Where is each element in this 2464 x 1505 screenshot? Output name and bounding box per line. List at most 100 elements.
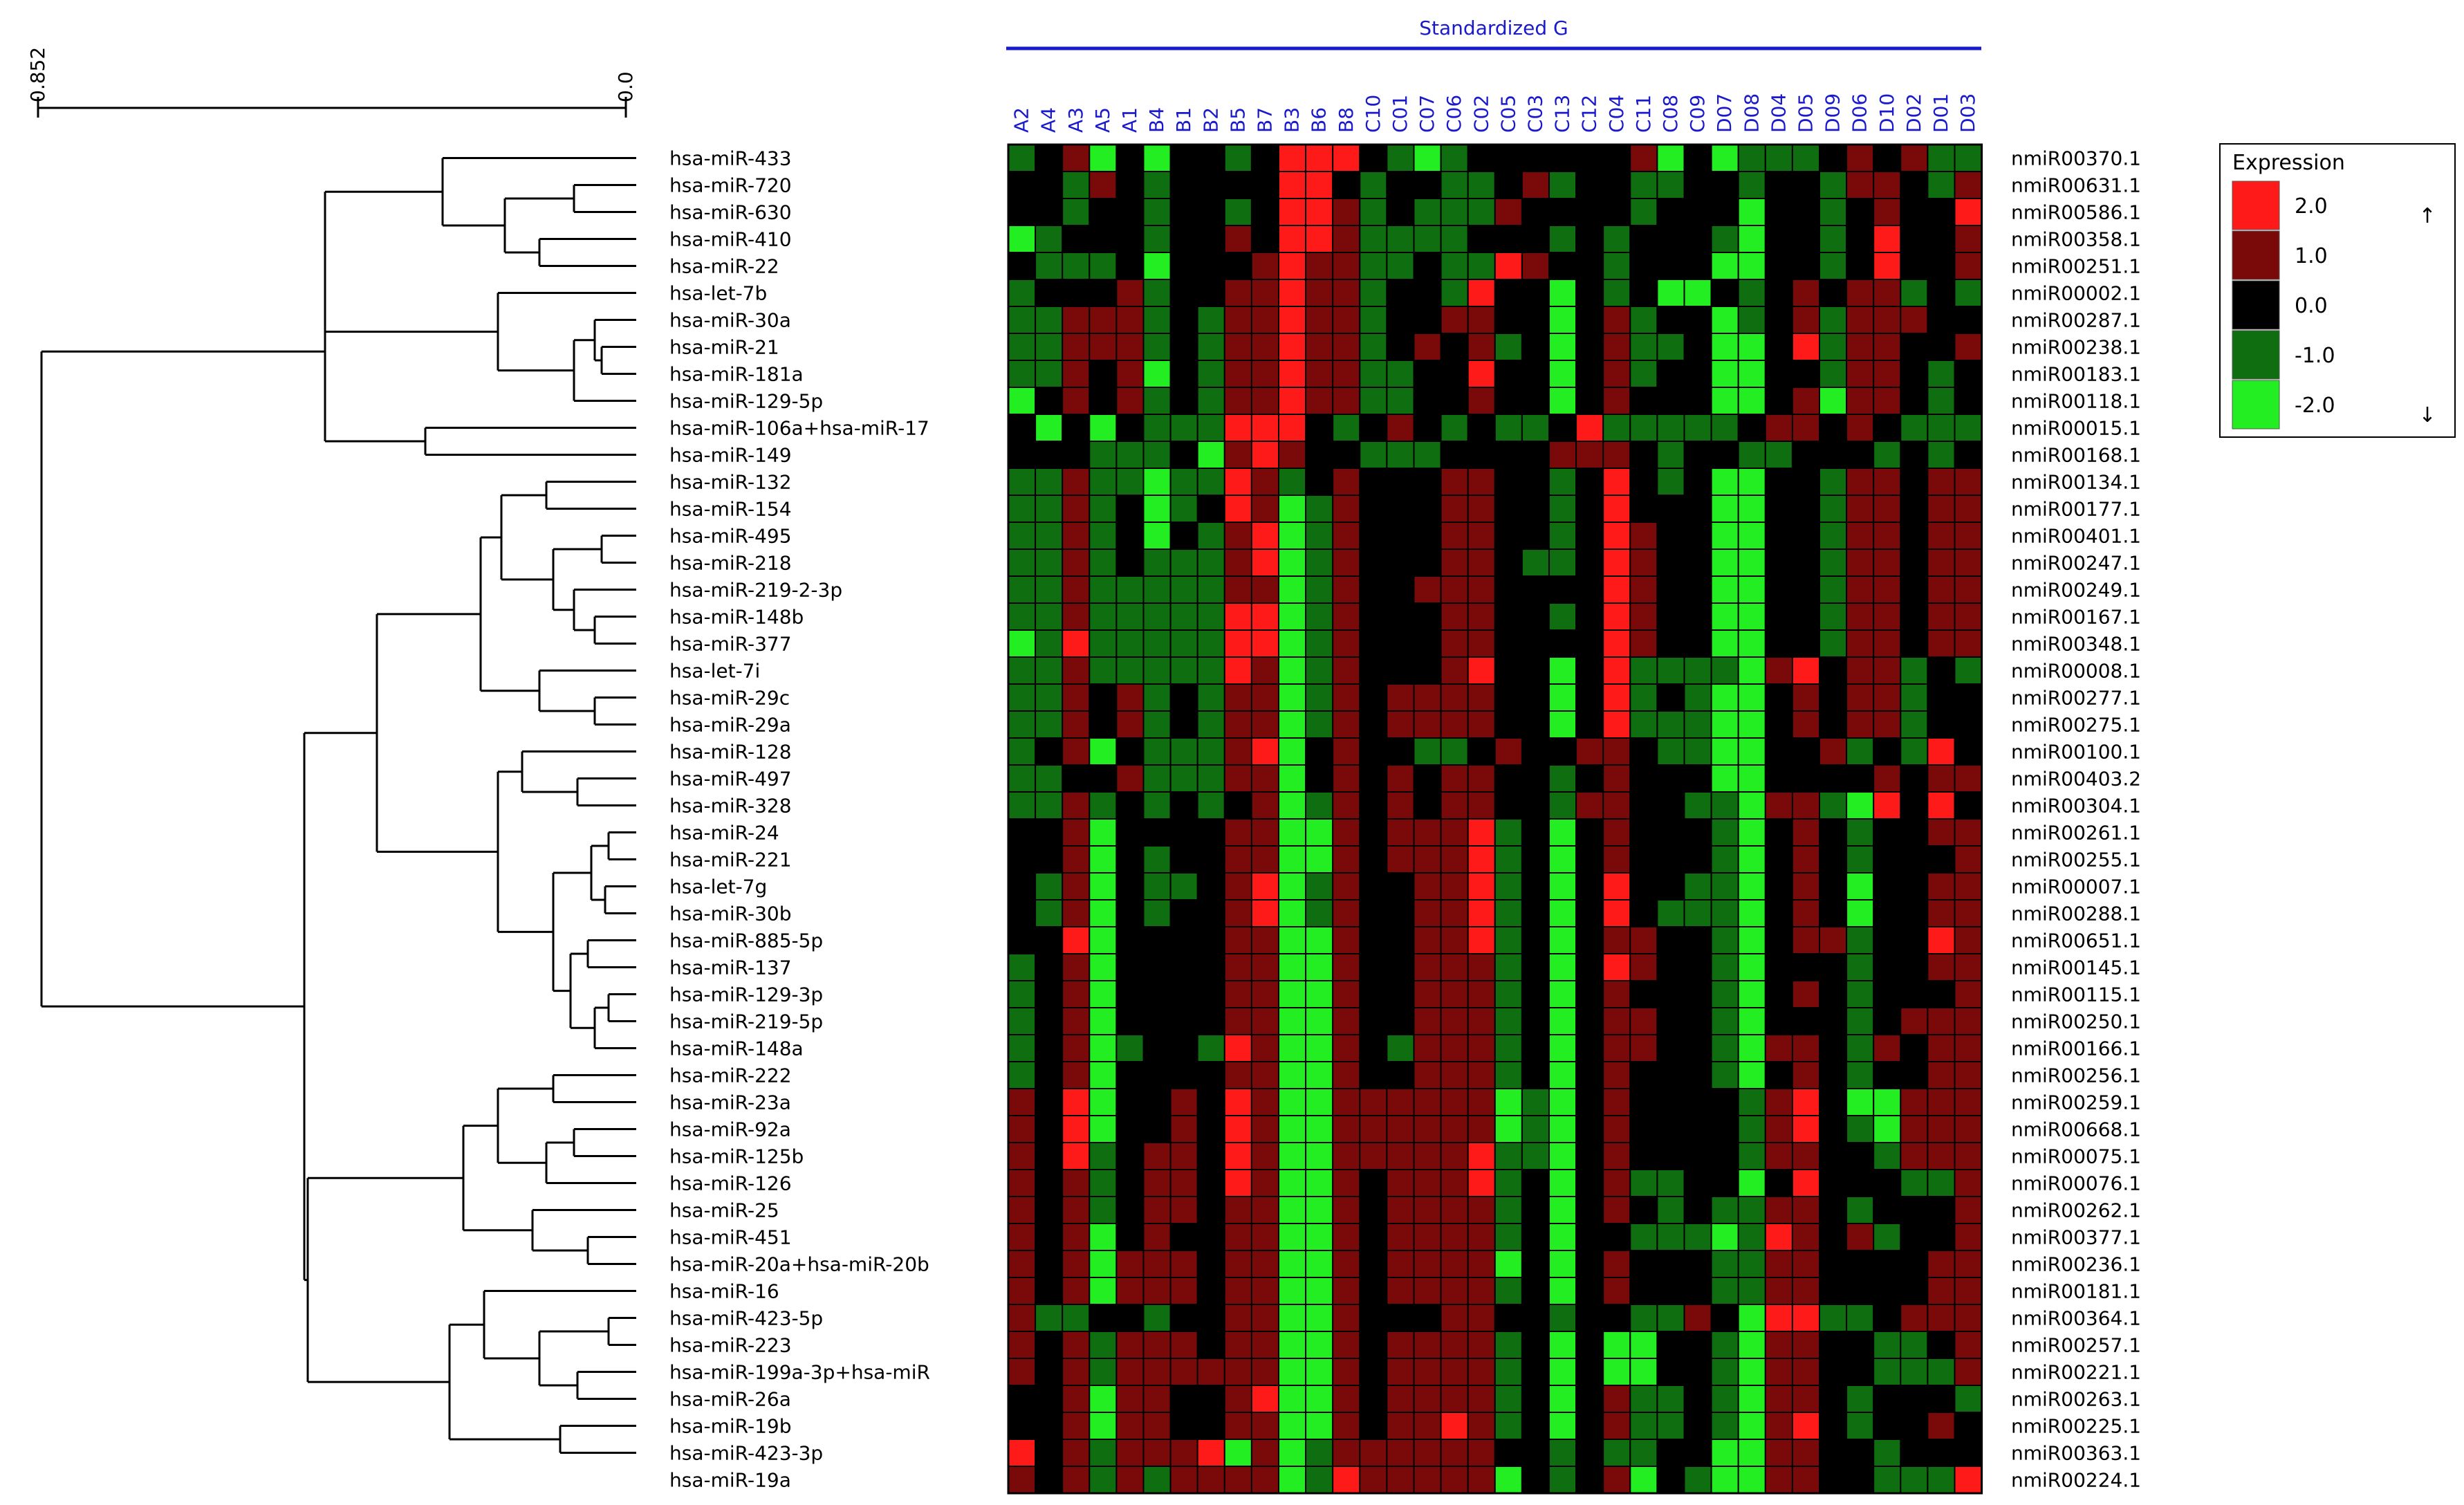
- heatmap-cell: [1656, 656, 1685, 685]
- heatmap-cell: [1467, 1466, 1496, 1494]
- heatmap-cell: [1737, 521, 1766, 550]
- heatmap-cell: [1062, 980, 1091, 1008]
- heatmap-cell: [1954, 441, 1983, 469]
- heatmap-cell: [1575, 414, 1604, 442]
- heatmap-cell: [1521, 1304, 1550, 1332]
- heatmap-cell: [1819, 468, 1848, 496]
- heatmap-cell: [1278, 387, 1307, 415]
- heatmap-cell: [1008, 1142, 1037, 1170]
- heatmap-cell: [1710, 1142, 1739, 1170]
- heatmap-cell: [1764, 1439, 1793, 1467]
- heatmap-cell: [1764, 737, 1793, 766]
- heatmap-cell: [1386, 1223, 1415, 1251]
- heatmap-cell: [1954, 1142, 1983, 1170]
- heatmap-cell: [1764, 414, 1793, 442]
- heatmap-cell: [1954, 360, 1983, 388]
- heatmap-cell: [1223, 926, 1252, 954]
- heatmap-cell: [1656, 1439, 1685, 1467]
- heatmap-cell: [1440, 414, 1469, 442]
- heatmap-cell: [1332, 252, 1361, 280]
- heatmap-cell: [1575, 1223, 1604, 1251]
- heatmap-cell: [1900, 1277, 1929, 1305]
- heatmap-cell: [1278, 1331, 1307, 1359]
- heatmap-cell: [1873, 1331, 1902, 1359]
- heatmap-cell: [1710, 926, 1739, 954]
- heatmap-cell: [1737, 495, 1766, 523]
- column-label: B2: [1199, 107, 1222, 133]
- heatmap-cell: [1062, 1385, 1091, 1413]
- heatmap-cell: [1656, 953, 1685, 981]
- heatmap-cell: [1250, 495, 1280, 523]
- heatmap-cell: [1819, 899, 1848, 927]
- heatmap-cell: [1548, 791, 1577, 820]
- heatmap-cell: [1413, 171, 1442, 199]
- heatmap-cell: [1764, 279, 1793, 307]
- heatmap-cell: [1494, 1439, 1523, 1467]
- heatmap-cell: [1008, 387, 1037, 415]
- heatmap-cell: [1196, 629, 1225, 658]
- heatmap-cell: [1413, 872, 1442, 901]
- heatmap-cell: [1900, 764, 1929, 793]
- heatmap-cell: [1142, 225, 1171, 253]
- heatmap-cell: [1035, 1115, 1064, 1143]
- heatmap-cell: [1278, 1223, 1307, 1251]
- heatmap-cell: [1819, 926, 1848, 954]
- row-id-label: nmiR00277.1: [2011, 687, 2141, 710]
- heatmap-cell: [1846, 845, 1875, 874]
- heatmap-cell: [1278, 629, 1307, 658]
- heatmap-cell: [1089, 1142, 1118, 1170]
- heatmap-cell: [1467, 1277, 1496, 1305]
- heatmap-cell: [1223, 414, 1252, 442]
- heatmap-cell: [1386, 1331, 1415, 1359]
- heatmap-cell: [1278, 656, 1307, 685]
- heatmap-cell: [1278, 980, 1307, 1008]
- heatmap-cell: [1764, 980, 1793, 1008]
- heatmap-cell: [1115, 926, 1145, 954]
- heatmap-cell: [1413, 521, 1442, 550]
- heatmap-cell: [1954, 468, 1983, 496]
- heatmap-cell: [1250, 441, 1280, 469]
- heatmap-cell: [1819, 548, 1848, 577]
- heatmap-cell: [1278, 1088, 1307, 1116]
- heatmap-cell: [1223, 575, 1252, 604]
- heatmap-cell: [1927, 1088, 1956, 1116]
- heatmap-cell: [1791, 1115, 1820, 1143]
- heatmap-cell: [1575, 441, 1604, 469]
- heatmap-cell: [1846, 737, 1875, 766]
- heatmap-cell: [1223, 710, 1252, 739]
- column-label: C11: [1632, 95, 1655, 133]
- heatmap-cell: [1062, 575, 1091, 604]
- heatmap-cell: [1250, 629, 1280, 658]
- heatmap-cell: [1008, 171, 1037, 199]
- heatmap-cell: [1008, 872, 1037, 901]
- heatmap-cell: [1521, 1250, 1550, 1278]
- heatmap-cell: [1250, 387, 1280, 415]
- heatmap-cell: [1062, 1250, 1091, 1278]
- heatmap-cell: [1846, 1439, 1875, 1467]
- heatmap-cell: [1062, 953, 1091, 981]
- heatmap-cell: [1386, 1250, 1415, 1278]
- heatmap-cell: [1873, 1142, 1902, 1170]
- heatmap-cell: [1169, 198, 1198, 226]
- heatmap-cell: [1494, 1385, 1523, 1413]
- heatmap-cell: [1737, 737, 1766, 766]
- row-id-label: nmiR00007.1: [2011, 876, 2141, 898]
- heatmap-cell: [1764, 1061, 1793, 1089]
- heatmap-cell: [1250, 737, 1280, 766]
- heatmap-cell: [1467, 495, 1496, 523]
- heatmap-cell: [1819, 441, 1848, 469]
- heatmap-cell: [1196, 1007, 1225, 1035]
- heatmap-cell: [1386, 414, 1415, 442]
- legend-title: Expression: [2232, 151, 2345, 175]
- heatmap-cell: [1440, 521, 1469, 550]
- heatmap-cell: [1521, 764, 1550, 793]
- heatmap-cell: [1927, 1196, 1956, 1224]
- heatmap-cell: [1927, 602, 1956, 631]
- heatmap-cell: [1683, 1250, 1712, 1278]
- heatmap-cell: [1413, 1142, 1442, 1170]
- heatmap-cell: [1737, 333, 1766, 361]
- heatmap-cell: [1494, 1034, 1523, 1062]
- heatmap-cell: [1196, 710, 1225, 739]
- heatmap-cell: [1142, 1142, 1171, 1170]
- heatmap-cell: [1819, 1466, 1848, 1494]
